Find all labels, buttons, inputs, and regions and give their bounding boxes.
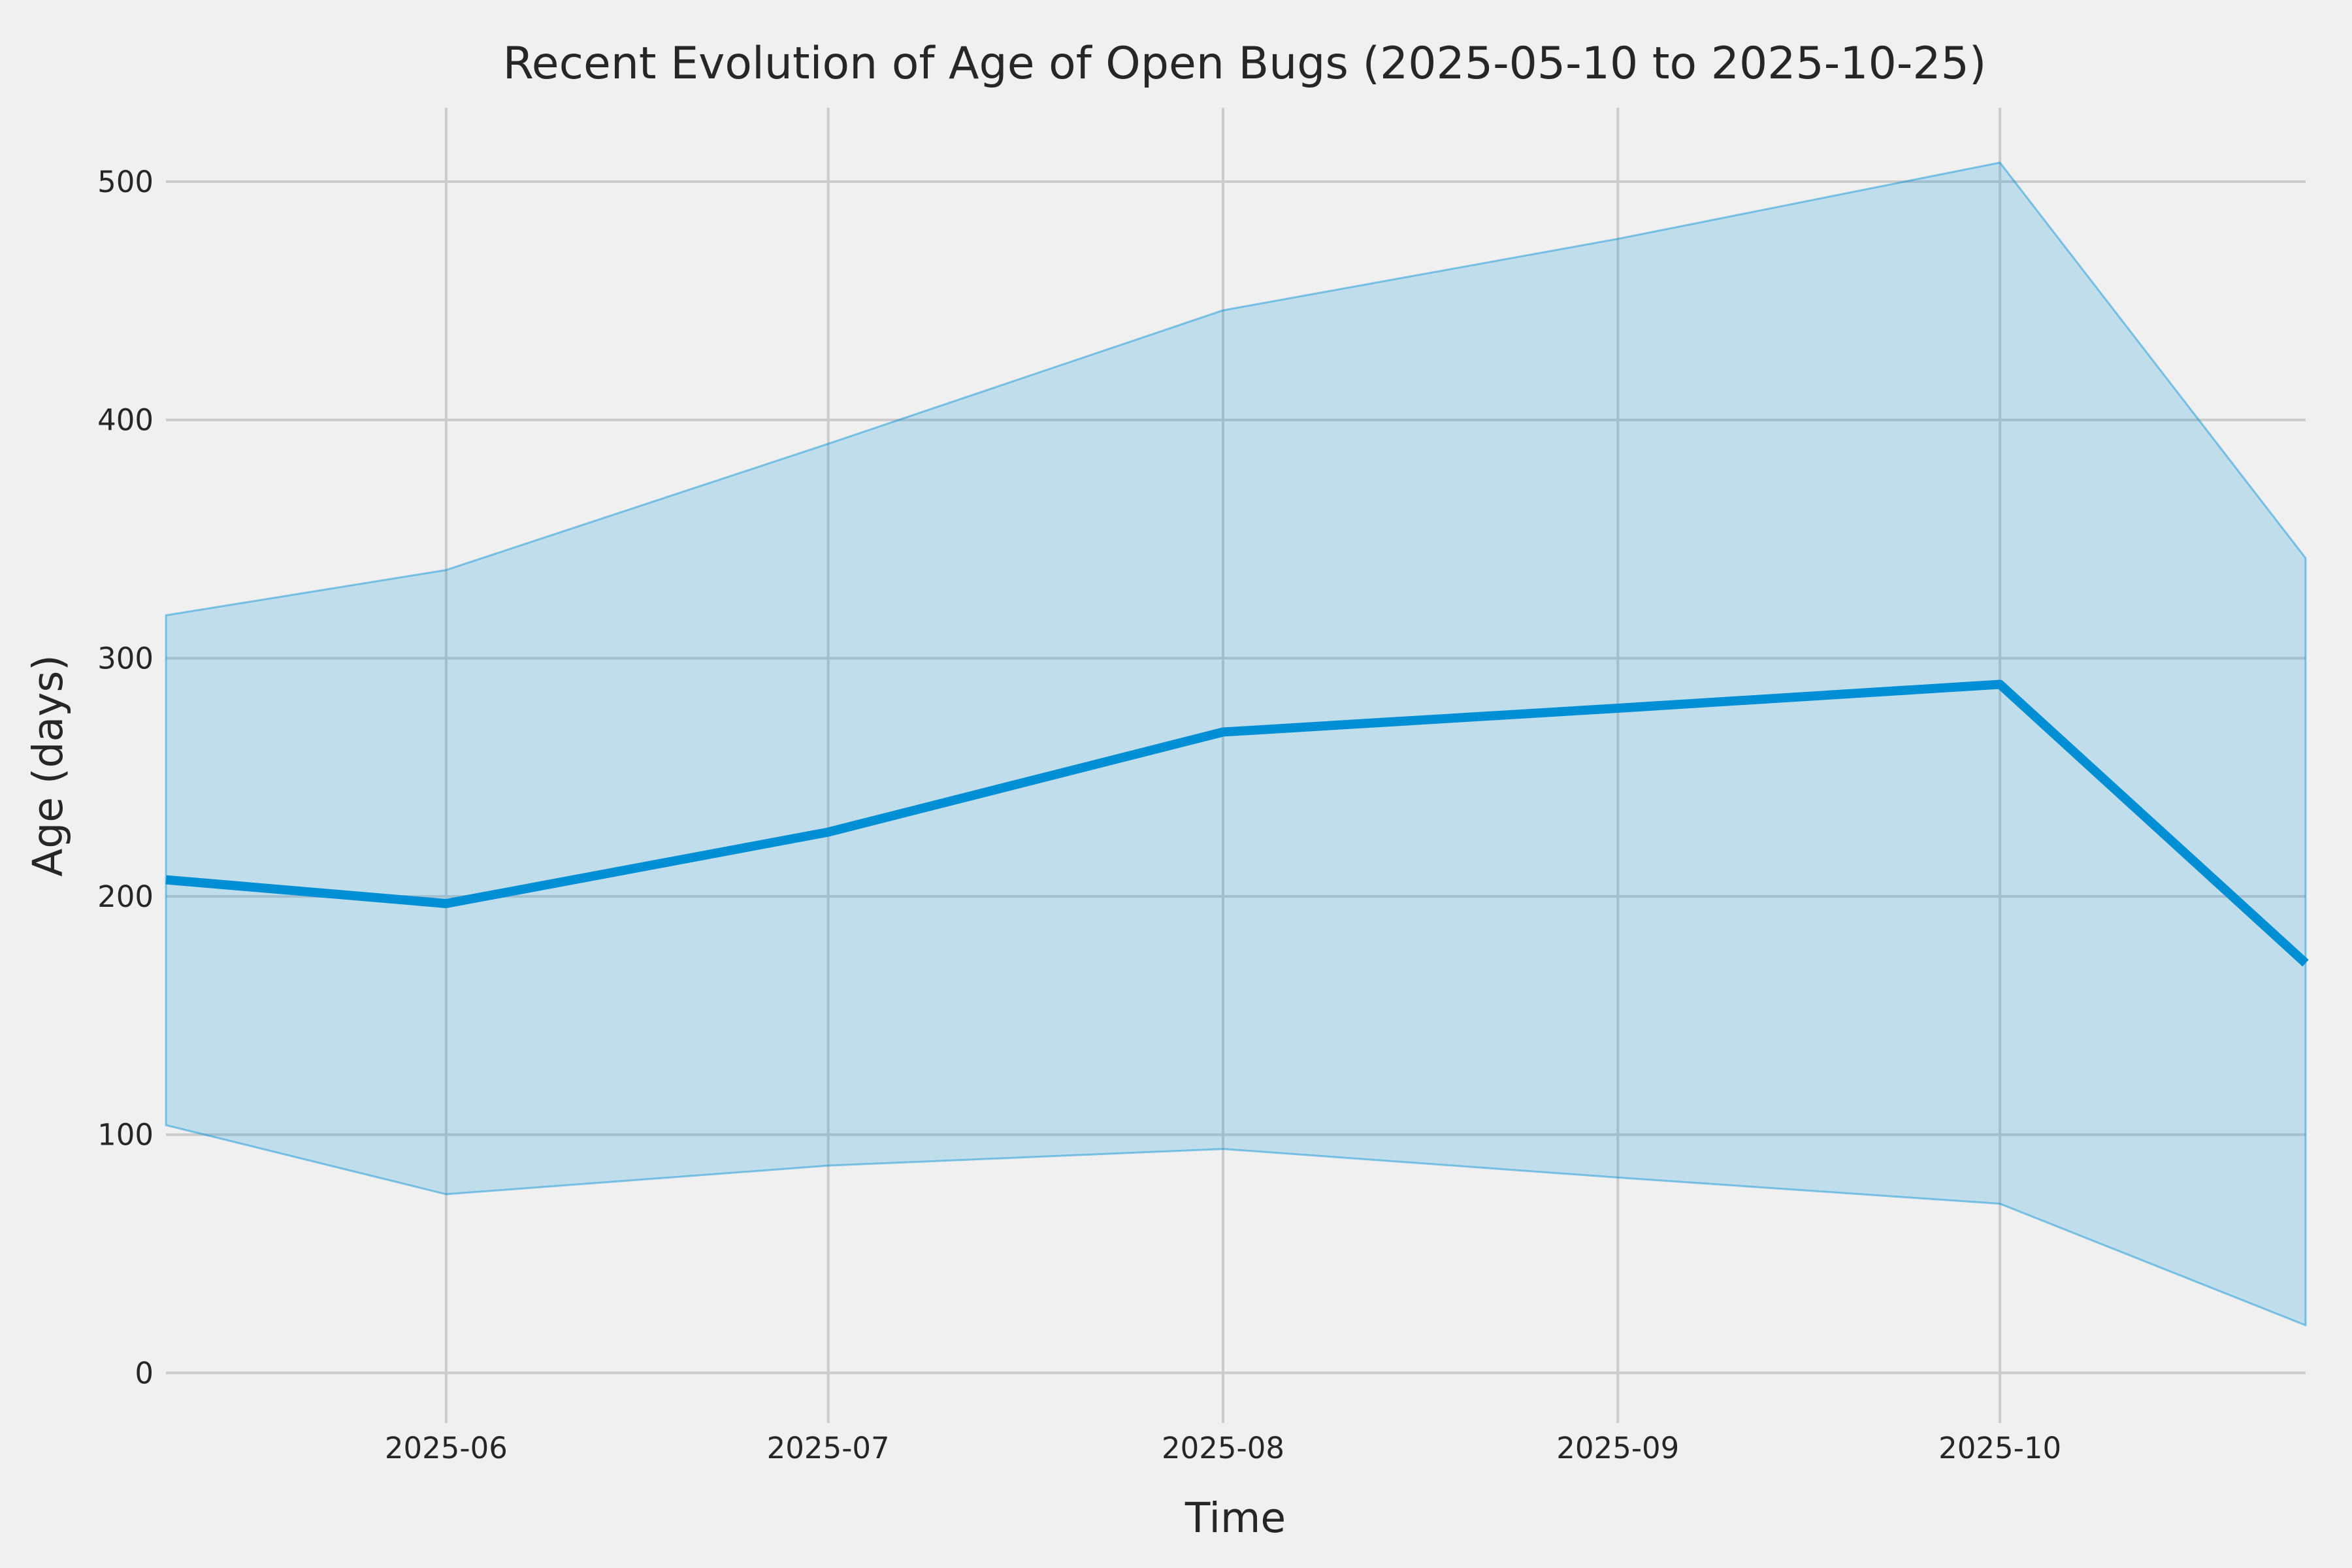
age-data-line (165, 679, 2309, 967)
y-tick-label: 400 (97, 403, 154, 438)
grid-layer (166, 108, 2306, 1423)
x-axis-label: Time (1184, 1494, 1286, 1542)
data-line-layer (165, 679, 2309, 967)
confidence-band (165, 161, 2307, 1326)
y-axis-label: Age (days) (24, 655, 72, 877)
y-tick-label: 0 (135, 1356, 154, 1390)
y-tick-label: 100 (97, 1118, 154, 1152)
x-tick-label: 2025-09 (1556, 1431, 1679, 1465)
tick-label-layer: 0 100 200 300 400 500 2025-06 2025-07 2025-08 202… (97, 165, 2061, 1465)
y-tick-label: 200 (97, 879, 154, 914)
x-tick-label: 2025-07 (767, 1431, 890, 1465)
x-tick-label: 2025-08 (1162, 1431, 1284, 1465)
confidence-band-layer (165, 161, 2307, 1326)
x-tick-label: 2025-06 (385, 1431, 508, 1465)
y-tick-label: 300 (97, 641, 154, 676)
x-tick-label: 2025-10 (1938, 1431, 2061, 1465)
chart-title: Recent Evolution of Age of Open Bugs (20… (503, 38, 1987, 90)
y-tick-label: 500 (97, 165, 154, 199)
